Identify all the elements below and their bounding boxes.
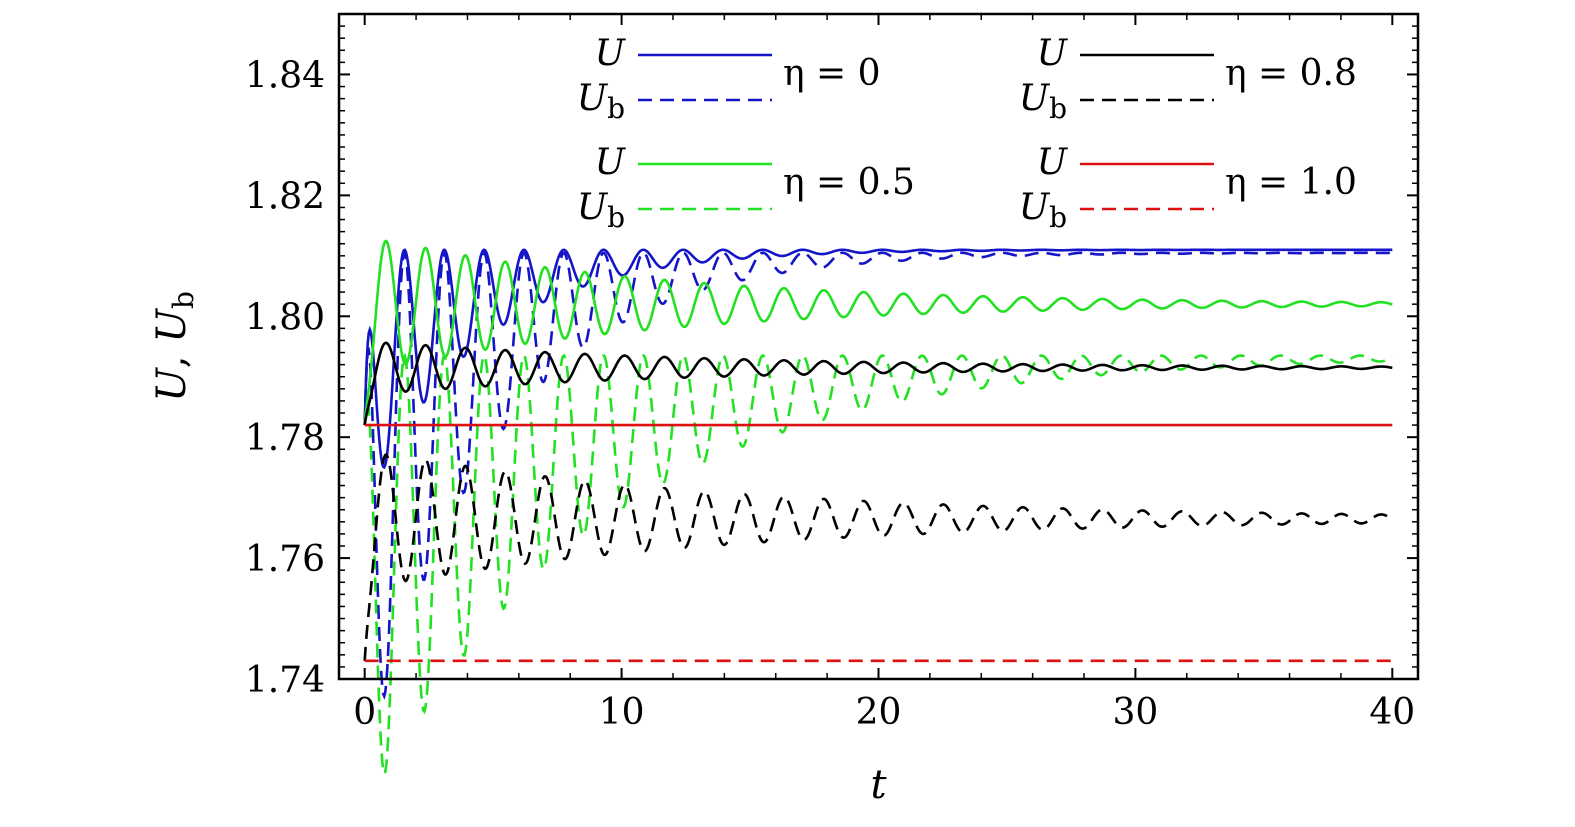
y-axis-label-sub-main: U [149,308,195,343]
legend-symbol-u: U [595,142,627,183]
legend-eta-label: η = 0.5 [783,162,915,203]
legend-symbol-u: U [1037,142,1069,183]
series-layer [363,239,1394,778]
series-line [363,453,1394,661]
series-line [363,341,1393,426]
legend-eta-label: η = 0.8 [1225,53,1357,94]
legend-symbol-u: U [1037,33,1069,74]
y-tick-label: 1.74 [245,660,325,701]
legend-eta-label: η = 0 [783,53,881,94]
x-tick-label: 20 [856,692,902,733]
legend-symbol-ub: Ub [577,187,625,234]
series-line [363,248,1393,470]
series-line [363,352,1393,778]
x-tick-label: 0 [353,692,376,733]
y-tick-label: 1.80 [245,297,325,338]
legend-symbol-ub: Ub [1019,187,1067,234]
y-axis-label-subscript: b [167,291,200,309]
tick-layer: 0 10 20 30 40 1.74 1.76 1.78 1.80 1.82 1.84 [245,13,1418,733]
y-tick-label: 1.84 [245,55,325,96]
y-axis-label: U, Ub [149,291,200,402]
legend-symbol-u: U [595,33,627,74]
y-tick-label: 1.78 [245,418,325,459]
legend-eta-label: η = 1.0 [1225,162,1357,203]
series-line [363,250,1393,700]
x-tick-label: 40 [1369,692,1415,733]
x-tick-label: 30 [1112,692,1158,733]
legend-symbol-ub: Ub [1019,78,1067,125]
y-tick-label: 1.82 [245,176,325,217]
x-tick-label: 10 [599,692,645,733]
y-axis-label-sep: , [149,343,195,368]
y-tick-label: 1.76 [245,539,325,580]
legend-symbol-ub: Ub [577,78,625,125]
x-axis-label: t [870,762,887,808]
y-axis-label-main: U [149,367,195,402]
series-line [363,239,1393,426]
